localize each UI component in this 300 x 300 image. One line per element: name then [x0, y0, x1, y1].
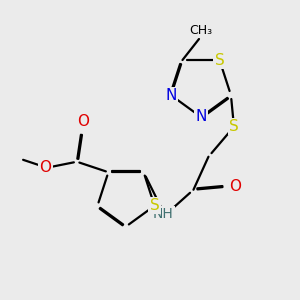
Text: O: O	[39, 160, 51, 175]
Text: S: S	[214, 52, 224, 68]
Text: N: N	[195, 110, 207, 124]
Text: S: S	[150, 198, 159, 213]
Text: NH: NH	[153, 207, 174, 221]
Text: N: N	[165, 88, 177, 103]
Text: O: O	[230, 179, 242, 194]
Text: S: S	[229, 119, 239, 134]
Text: O: O	[77, 114, 89, 129]
Text: CH₃: CH₃	[189, 23, 212, 37]
